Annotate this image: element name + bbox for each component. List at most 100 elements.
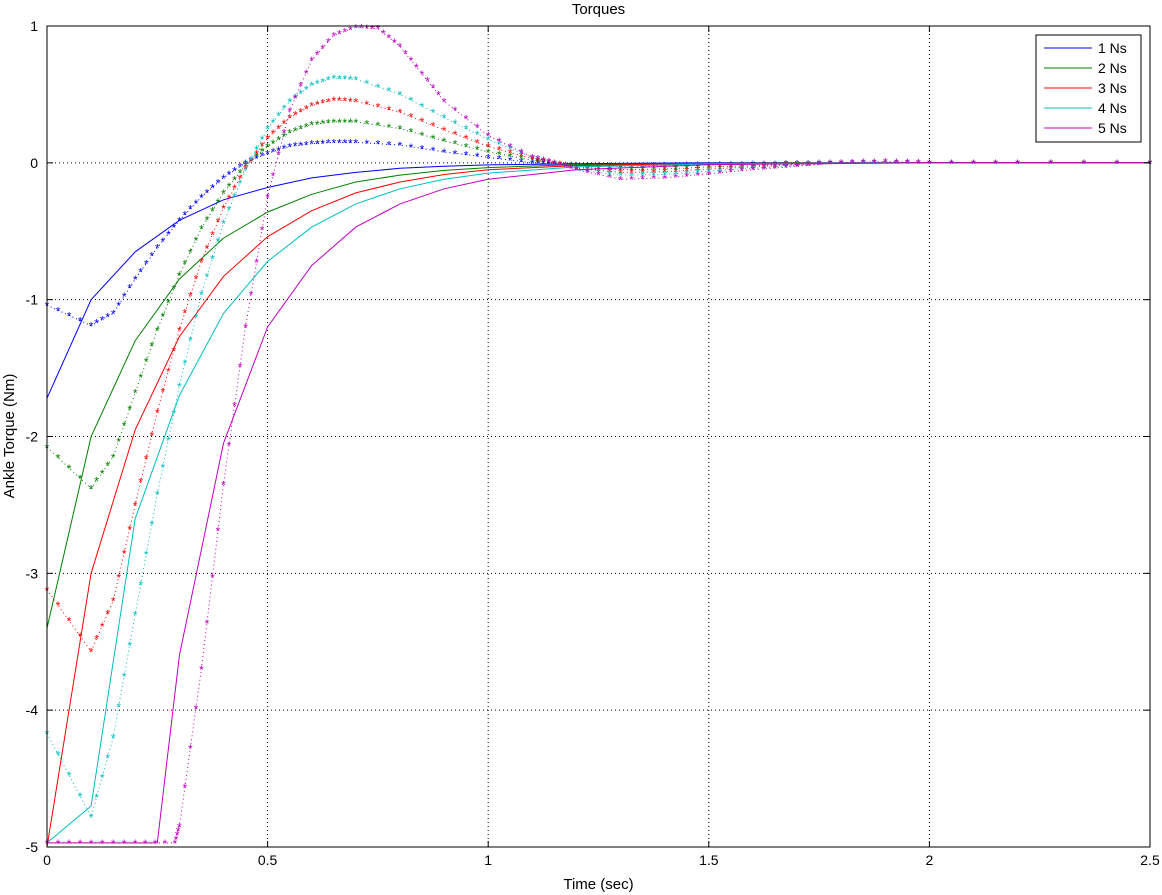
data-point-marker: * — [420, 68, 425, 82]
data-point-marker: * — [287, 105, 292, 119]
data-point-marker: * — [1081, 157, 1086, 171]
data-point-marker: * — [552, 157, 557, 171]
data-point-marker: * — [916, 157, 921, 171]
data-point-marker: * — [861, 156, 866, 170]
data-point-marker: * — [1081, 157, 1086, 171]
legend-label: 1 Ns — [1098, 40, 1127, 56]
data-point-marker: * — [122, 419, 127, 433]
data-point-marker: * — [762, 158, 767, 172]
data-point-marker: * — [431, 82, 436, 96]
data-point-marker: * — [806, 159, 811, 173]
data-point-marker: * — [414, 61, 419, 75]
data-point-marker: * — [541, 154, 546, 168]
data-point-marker: * — [232, 164, 237, 178]
series-line — [46, 162, 1150, 844]
data-point-marker: * — [420, 142, 425, 156]
data-point-marker: * — [629, 169, 634, 183]
data-point-marker: * — [172, 344, 177, 358]
data-point-marker: * — [238, 360, 243, 374]
data-point-marker: * — [706, 168, 711, 182]
data-point-marker: * — [127, 403, 132, 417]
data-point-marker: * — [304, 83, 309, 97]
data-point-marker: * — [144, 257, 149, 271]
data-point-marker: * — [221, 202, 226, 216]
data-point-marker: * — [337, 72, 342, 86]
data-point-marker: * — [376, 119, 381, 133]
data-point-marker: * — [282, 142, 287, 156]
data-point-marker: * — [194, 272, 199, 286]
series-line — [47, 162, 1150, 844]
data-point-marker: * — [276, 109, 281, 123]
data-point-marker: * — [993, 157, 998, 171]
data-point-marker: * — [398, 139, 403, 153]
data-point-marker: * — [265, 147, 270, 161]
data-point-marker: * — [188, 290, 193, 304]
data-point-marker: * — [729, 162, 734, 176]
data-point-marker: * — [100, 837, 105, 851]
data-point-marker: * — [337, 136, 342, 150]
data-point-marker: * — [238, 166, 243, 180]
data-point-marker: * — [894, 157, 899, 171]
data-point-marker: * — [662, 172, 667, 186]
data-point-marker: * — [872, 156, 877, 170]
data-point-marker: * — [640, 169, 645, 183]
data-point-marker: * — [1015, 157, 1020, 171]
data-point-marker: * — [453, 117, 458, 131]
data-point-marker: * — [260, 224, 265, 238]
data-point-marker: * — [276, 148, 281, 162]
data-point-marker: * — [282, 117, 287, 131]
axis-ticks: 0 0.5 1 1.5 2 2.5 -5 -4 -3 -2 -1 0 1 — [26, 18, 1160, 868]
data-point-marker: * — [116, 435, 121, 449]
data-point-marker: * — [1015, 157, 1020, 171]
data-point-marker: * — [172, 221, 177, 235]
data-point-marker: * — [828, 158, 833, 172]
data-point-marker: * — [315, 118, 320, 132]
data-point-marker: * — [569, 162, 574, 176]
data-point-marker: * — [398, 123, 403, 137]
data-point-marker: * — [348, 73, 353, 87]
data-point-marker: * — [56, 837, 61, 851]
data-point-marker: * — [116, 571, 121, 585]
data-point-marker: * — [304, 102, 309, 116]
data-point-marker: * — [695, 161, 700, 175]
data-point-marker: * — [784, 159, 789, 173]
data-point-marker: * — [552, 157, 557, 171]
x-tick-label: 0.5 — [258, 852, 278, 868]
series-4-ns: ************************************* * * *… — [45, 72, 1153, 844]
data-point-marker: * — [205, 242, 210, 256]
data-point-marker: * — [706, 165, 711, 179]
data-point-marker: * — [706, 161, 711, 175]
data-point-marker: * — [409, 141, 414, 155]
data-point-marker: * — [309, 119, 314, 133]
data-point-marker: * — [216, 215, 221, 229]
data-point-marker: * — [519, 147, 524, 161]
data-point-marker: * — [629, 164, 634, 178]
data-point-marker: * — [282, 130, 287, 144]
data-point-marker: * — [210, 571, 215, 585]
data-point-marker: * — [149, 250, 154, 264]
data-point-marker: * — [387, 32, 392, 46]
data-point-marker: * — [563, 160, 568, 174]
data-point-marker: * — [243, 160, 248, 174]
data-point-marker: * — [315, 48, 320, 62]
data-point-marker: * — [596, 160, 601, 174]
data-point-marker: * — [475, 121, 480, 135]
data-point-marker: * — [695, 164, 700, 178]
data-point-marker: * — [684, 162, 689, 176]
data-point-marker: * — [762, 163, 767, 177]
data-point-marker: * — [717, 161, 722, 175]
data-point-marker: * — [365, 77, 370, 91]
data-point-marker: * — [260, 133, 265, 147]
data-point-marker: * — [883, 157, 888, 171]
data-point-marker: * — [607, 163, 612, 177]
data-point-marker: * — [464, 140, 469, 154]
data-point-marker: * — [293, 92, 298, 106]
data-point-marker: * — [365, 117, 370, 131]
data-point-marker: * — [243, 157, 248, 171]
data-point-marker: * — [271, 127, 276, 141]
data-point-marker: * — [1115, 157, 1120, 171]
data-point-marker: * — [916, 157, 921, 171]
data-point-marker: * — [176, 825, 181, 839]
data-point-marker: * — [177, 820, 182, 834]
